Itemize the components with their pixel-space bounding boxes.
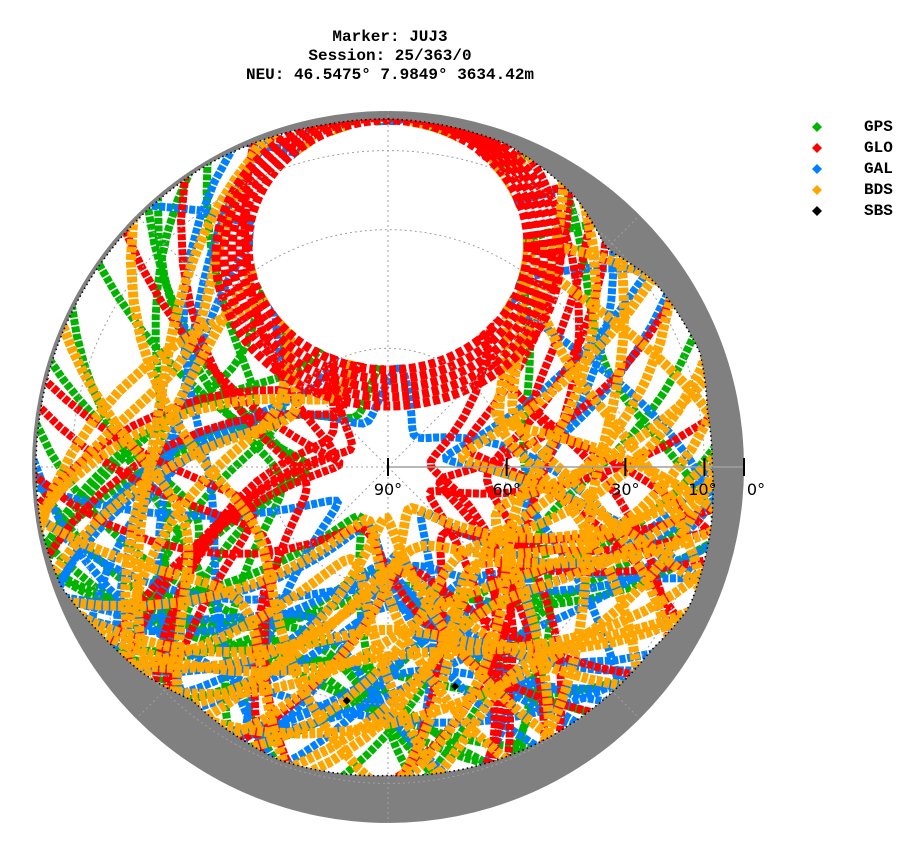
track-glo	[435, 269, 690, 776]
diamond-icon	[812, 142, 822, 153]
track-glo	[374, 515, 714, 776]
tick-label: 60°	[492, 480, 520, 499]
tick-label: 10°	[688, 480, 716, 499]
diamond-icon	[812, 205, 822, 216]
track-gps	[546, 148, 714, 555]
track-glo	[235, 118, 541, 384]
radial-ticks: 90° 60° 30° 10° 0°	[374, 458, 765, 499]
track-bds	[125, 218, 427, 776]
sbs-point	[342, 696, 351, 705]
legend-item-glo: GLO	[806, 137, 893, 158]
legend-item-gps: GPS	[806, 116, 893, 137]
chart-title: Marker: JUJ3 Session: 25/363/0 NEU: 46.5…	[180, 28, 600, 85]
track-bds	[84, 419, 714, 674]
track-gal	[179, 144, 323, 776]
legend-item-sbs: SBS	[806, 200, 893, 221]
track-glo	[227, 118, 549, 393]
azimuth-spoke	[387, 466, 641, 720]
tick-label: 90°	[374, 480, 402, 499]
track-bds	[390, 594, 714, 776]
track-bds	[89, 384, 714, 739]
legend-item-bds: BDS	[806, 179, 893, 200]
title-position: NEU: 46.5475° 7.9849° 3634.42m	[245, 66, 535, 84]
sbs-point	[451, 682, 460, 691]
track-bds	[58, 537, 714, 677]
track-glo	[483, 186, 612, 776]
legend-item-gal: GAL	[806, 158, 893, 179]
track-bds	[457, 247, 714, 608]
tick-label: 30°	[611, 480, 639, 499]
track-bds	[248, 254, 680, 776]
legend: GPS GLO GAL BDS SBS	[806, 116, 893, 221]
track-glo	[161, 134, 527, 750]
title-marker: Marker: JUJ3	[332, 28, 448, 46]
diamond-icon	[812, 163, 822, 174]
track-glo	[462, 160, 698, 651]
track-bds	[132, 124, 283, 756]
azimuth-spoke	[387, 214, 641, 468]
diamond-icon	[812, 184, 822, 195]
azimuth-spoke	[135, 466, 389, 720]
sbs-points	[342, 682, 460, 705]
track-gps	[89, 565, 637, 727]
tick-label: 0°	[747, 480, 765, 499]
diamond-icon	[812, 121, 822, 132]
azimuth-spoke	[135, 214, 389, 468]
track-bds	[365, 513, 714, 776]
title-session: Session: 25/363/0	[308, 47, 472, 65]
